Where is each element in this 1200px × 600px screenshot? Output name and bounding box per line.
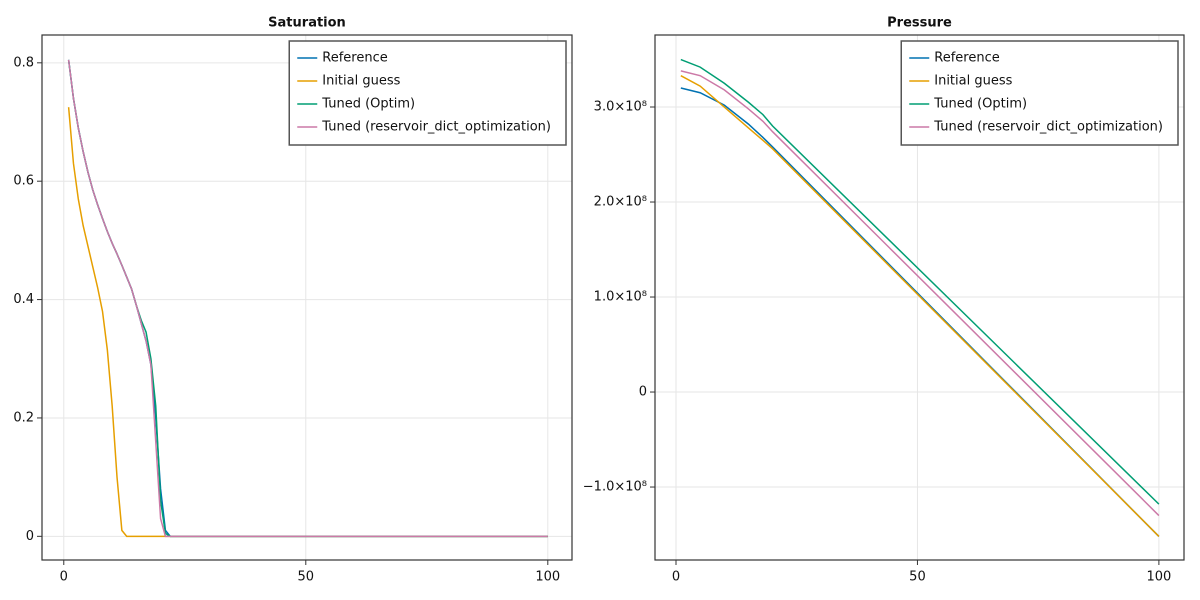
- series-line: [680, 75, 1160, 537]
- y-tick-label: 0.8: [13, 55, 34, 70]
- legend-box: [288, 40, 567, 146]
- y-tick-label: 2.0×10⁸: [594, 195, 647, 210]
- y-tick-label: 3.0×10⁸: [594, 100, 647, 115]
- legend-label: Tuned (reservoir_dict_optimization): [321, 120, 551, 135]
- y-tick-label: 0.4: [13, 292, 34, 307]
- y-tick-label: 0: [26, 529, 34, 544]
- series-line: [67, 107, 548, 538]
- plot-frame: [41, 34, 573, 561]
- chart-title: Pressure: [887, 16, 952, 31]
- series-line: [680, 70, 1160, 517]
- panel: Pressure 0 50 100 −1.0×10⁸ 0 1.0×10⁸ 2.0×10⁸ 3.0…: [583, 16, 1185, 585]
- plot-frame: [654, 34, 1185, 561]
- series-line: [67, 59, 548, 538]
- x-tick-label: 50: [298, 570, 315, 585]
- y-tick-label: 0: [639, 385, 647, 400]
- x-tick-label: 0: [60, 570, 68, 585]
- legend-label: Reference: [934, 51, 999, 66]
- legend-label: Initial guess: [322, 74, 400, 89]
- legend: Reference Initial guess Tuned (Optim) Tuned…: [288, 40, 567, 146]
- legend-label: Reference: [322, 51, 387, 66]
- y-tick-label: 1.0×10⁸: [594, 290, 647, 305]
- x-tick-label: 100: [1146, 570, 1171, 585]
- y-tick-label: −1.0×10⁸: [583, 480, 647, 495]
- y-tick-label: 0.6: [13, 174, 34, 189]
- chart-title: Saturation: [268, 16, 346, 31]
- y-tick-label: 0.2: [13, 410, 34, 425]
- legend-label: Tuned (Optim): [321, 97, 415, 112]
- x-tick-label: 50: [909, 570, 926, 585]
- panel: Saturation 0 50 100 0 0.2 0.4 0.6 0.8 Reference In…: [13, 16, 573, 585]
- legend-box: [900, 40, 1179, 146]
- x-tick-label: 100: [535, 570, 560, 585]
- legend-label: Tuned (Optim): [933, 97, 1027, 112]
- legend: Reference Initial guess Tuned (Optim) Tuned…: [900, 40, 1179, 146]
- series-line: [680, 87, 1160, 537]
- legend-label: Tuned (reservoir_dict_optimization): [933, 120, 1163, 135]
- legend-label: Initial guess: [934, 74, 1012, 89]
- x-tick-label: 0: [672, 570, 680, 585]
- series-line: [680, 58, 1160, 505]
